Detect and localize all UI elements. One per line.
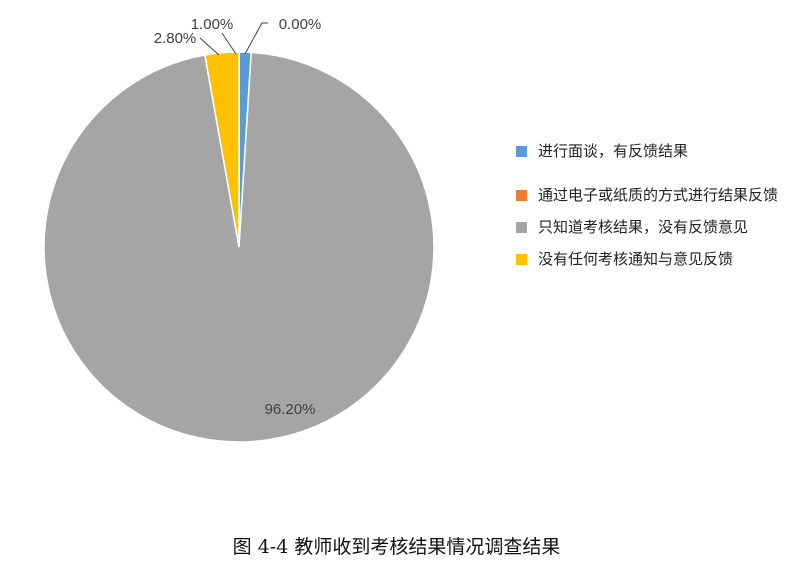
figure-caption: 图 4-4 教师收到考核结果情况调查结果 <box>232 536 561 558</box>
legend-swatch <box>516 254 527 265</box>
legend-item-no-notice: 没有任何考核通知与意见反馈 <box>516 248 786 270</box>
legend-item-electronic-paper: 通过电子或纸质的方式进行结果反馈 <box>516 184 786 206</box>
legend: 进行面谈，有反馈结果 通过电子或纸质的方式进行结果反馈 只知道考核结果，没有反馈… <box>516 140 786 270</box>
data-label: 96.20% <box>265 401 316 418</box>
slice-no-notice <box>204 51 240 248</box>
data-label: 0.00% <box>279 16 322 33</box>
legend-swatch <box>516 222 527 233</box>
leader-lines <box>199 22 268 56</box>
leader-line <box>221 32 237 55</box>
legend-swatch <box>516 146 527 157</box>
legend-item-result-only: 只知道考核结果，没有反馈意见 <box>516 216 786 238</box>
data-label: 1.00% <box>191 16 234 33</box>
legend-item-face-to-face: 进行面谈，有反馈结果 <box>516 140 786 162</box>
leader-line <box>244 22 268 55</box>
legend-swatch <box>516 190 527 201</box>
pie-chart: 1.00% 0.00% 96.20% 2.80% <box>43 16 435 443</box>
leader-line <box>199 37 220 56</box>
legend-label: 通过电子或纸质的方式进行结果反馈 <box>538 186 779 204</box>
legend-label: 没有任何考核通知与意见反馈 <box>538 250 734 268</box>
data-labels: 1.00% 0.00% 96.20% 2.80% <box>154 16 322 418</box>
slice-result-only <box>43 51 435 443</box>
data-label: 2.80% <box>154 30 197 47</box>
legend-label: 进行面谈，有反馈结果 <box>538 142 689 160</box>
pie-slices <box>43 51 435 443</box>
legend-label: 只知道考核结果，没有反馈意见 <box>538 218 749 236</box>
